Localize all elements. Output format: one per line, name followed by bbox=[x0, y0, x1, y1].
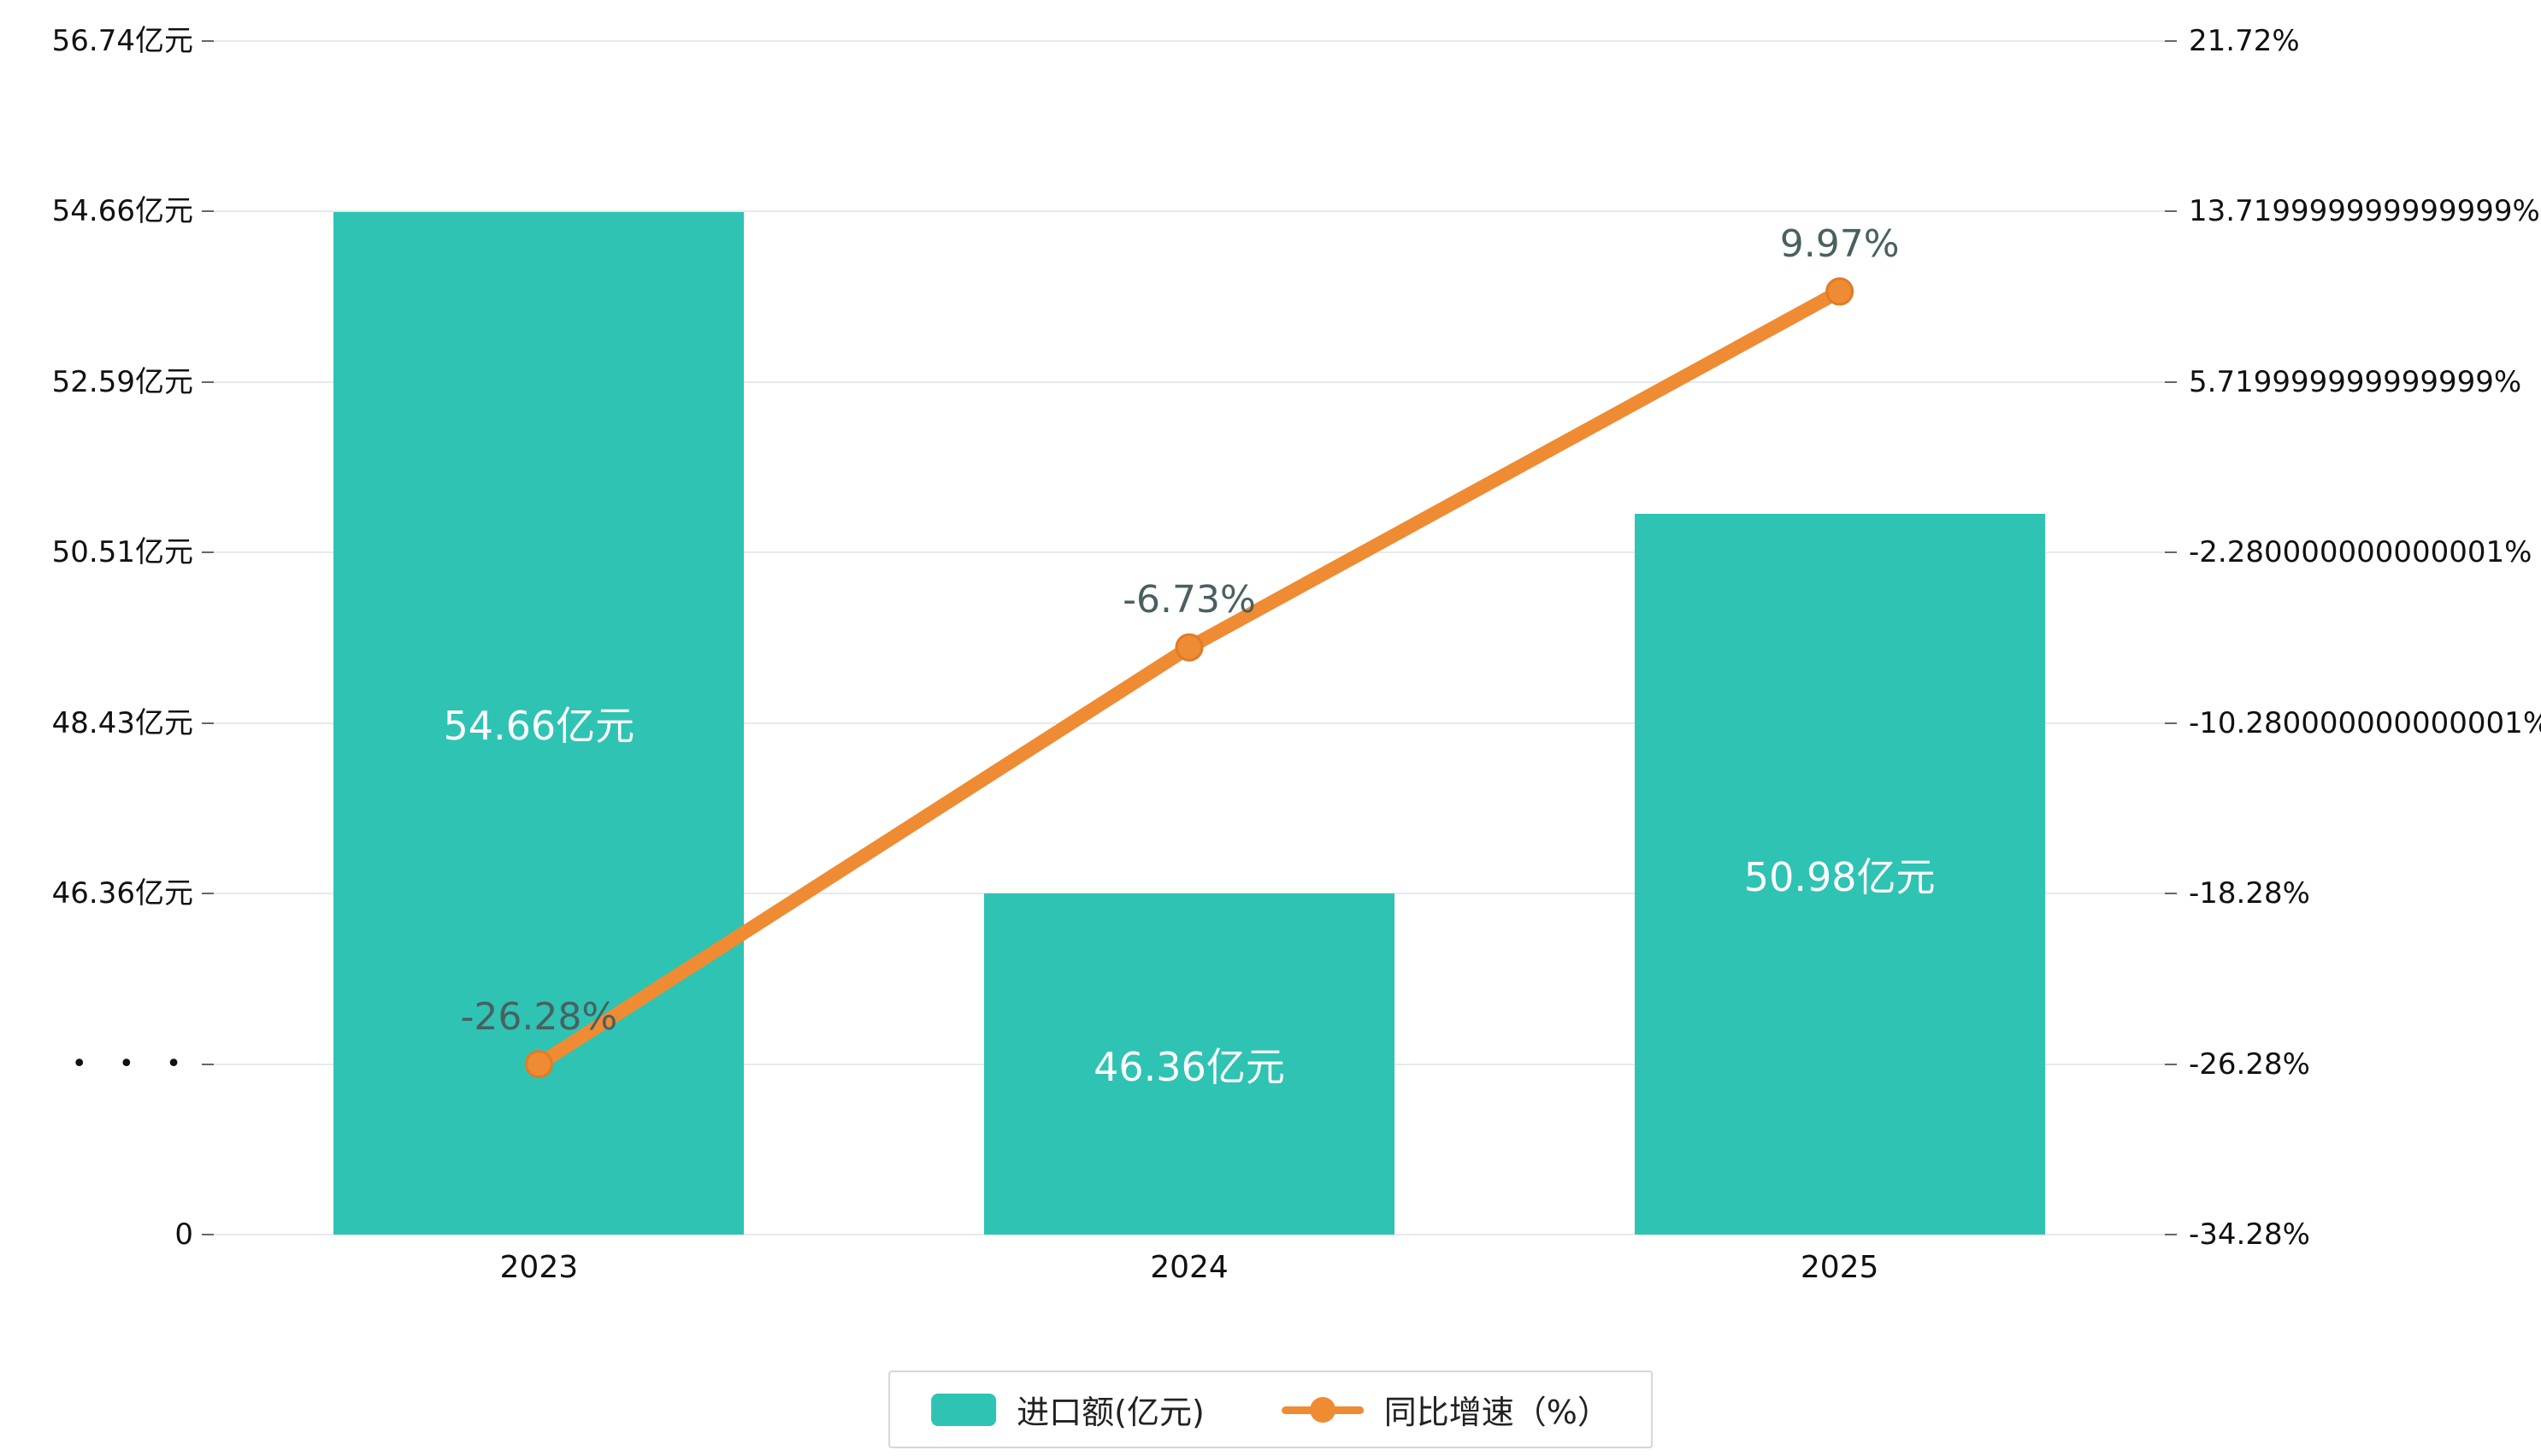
right-axis-tick-label: -10.280000000000001% bbox=[2189, 705, 2541, 740]
right-axis-tick-label: 5.719999999999999% bbox=[2189, 364, 2522, 399]
right-axis-tick-label: -2.280000000000001% bbox=[2189, 535, 2532, 570]
gridline bbox=[214, 1234, 2165, 1235]
left-axis-tick-label: 46.36亿元 bbox=[51, 876, 193, 911]
line-point-2024[interactable] bbox=[1175, 633, 1204, 662]
left-axis-tick bbox=[202, 1234, 214, 1235]
x-axis-label-2023: 2023 bbox=[499, 1250, 579, 1285]
right-axis-tick bbox=[2165, 210, 2177, 213]
right-axis-tick bbox=[2165, 1234, 2177, 1235]
right-axis-tick-label: -34.28% bbox=[2189, 1217, 2310, 1252]
gridline bbox=[214, 380, 2165, 383]
left-axis-tick bbox=[202, 210, 214, 213]
legend-item-bar[interactable]: 进口额(亿元) bbox=[931, 1386, 1205, 1433]
right-axis-tick bbox=[2165, 380, 2177, 383]
legend-label: 进口额(亿元) bbox=[1017, 1394, 1205, 1431]
right-axis-tick-label: -18.28% bbox=[2189, 876, 2310, 911]
x-axis-label-2024: 2024 bbox=[1150, 1250, 1229, 1285]
line-point-2023[interactable] bbox=[524, 1050, 553, 1079]
line-point-label: -6.73% bbox=[1123, 578, 1256, 622]
bar-2024[interactable] bbox=[984, 893, 1394, 1235]
right-axis-tick bbox=[2165, 893, 2177, 895]
left-axis-tick-label: 52.59亿元 bbox=[51, 364, 193, 399]
left-axis-tick-label: 50.51亿元 bbox=[51, 535, 193, 570]
left-axis-tick bbox=[202, 380, 214, 383]
gridline bbox=[214, 551, 2165, 554]
line-point-label: 9.97% bbox=[1779, 221, 1900, 266]
bar-value-label: 50.98亿元 bbox=[1743, 853, 1936, 900]
legend: 进口额(亿元) 同比增速（%） bbox=[888, 1371, 1653, 1448]
left-axis-tick bbox=[202, 551, 214, 554]
x-axis-label-2025: 2025 bbox=[1800, 1250, 1879, 1285]
line-point-2025[interactable] bbox=[1825, 277, 1854, 306]
left-axis-tick bbox=[202, 40, 214, 42]
left-axis-tick bbox=[202, 893, 214, 895]
left-axis-tick-label: 48.43亿元 bbox=[51, 705, 193, 740]
right-axis-tick bbox=[2165, 1063, 2177, 1065]
bar-value-label: 46.36亿元 bbox=[1094, 1043, 1285, 1090]
legend-item-line[interactable]: 同比增速（%） bbox=[1281, 1386, 1610, 1433]
legend-label: 同比增速（%） bbox=[1383, 1394, 1610, 1431]
right-axis-tick bbox=[2165, 722, 2177, 724]
right-axis-tick bbox=[2165, 551, 2177, 554]
line-point-label: -26.28% bbox=[460, 994, 618, 1039]
right-axis-tick-label: -26.28% bbox=[2189, 1046, 2310, 1082]
bar-2025[interactable] bbox=[1634, 514, 2045, 1235]
gridline bbox=[214, 210, 2165, 213]
legend-dot-icon bbox=[1309, 1396, 1335, 1423]
right-axis-tick bbox=[2165, 40, 2177, 42]
left-axis-tick-label: 0 bbox=[174, 1217, 193, 1252]
gridline bbox=[214, 40, 2165, 42]
legend-bar-swatch-icon bbox=[931, 1393, 997, 1426]
left-axis-tick-label: 56.74亿元 bbox=[51, 24, 193, 58]
legend-line-marker-icon bbox=[1281, 1394, 1364, 1426]
left-axis-tick-label: 54.66亿元 bbox=[51, 194, 193, 229]
gridline bbox=[214, 722, 2165, 724]
growth-rate-line[interactable] bbox=[532, 284, 1847, 1071]
right-axis-tick-label: 13.719999999999999% bbox=[2189, 194, 2540, 229]
bar-value-label: 54.66亿元 bbox=[443, 702, 635, 749]
left-axis-break-dots: • • • bbox=[71, 1048, 193, 1079]
right-axis-tick-label: 21.72% bbox=[2189, 24, 2300, 58]
left-axis-tick bbox=[202, 1063, 214, 1065]
left-axis-tick bbox=[202, 722, 214, 724]
